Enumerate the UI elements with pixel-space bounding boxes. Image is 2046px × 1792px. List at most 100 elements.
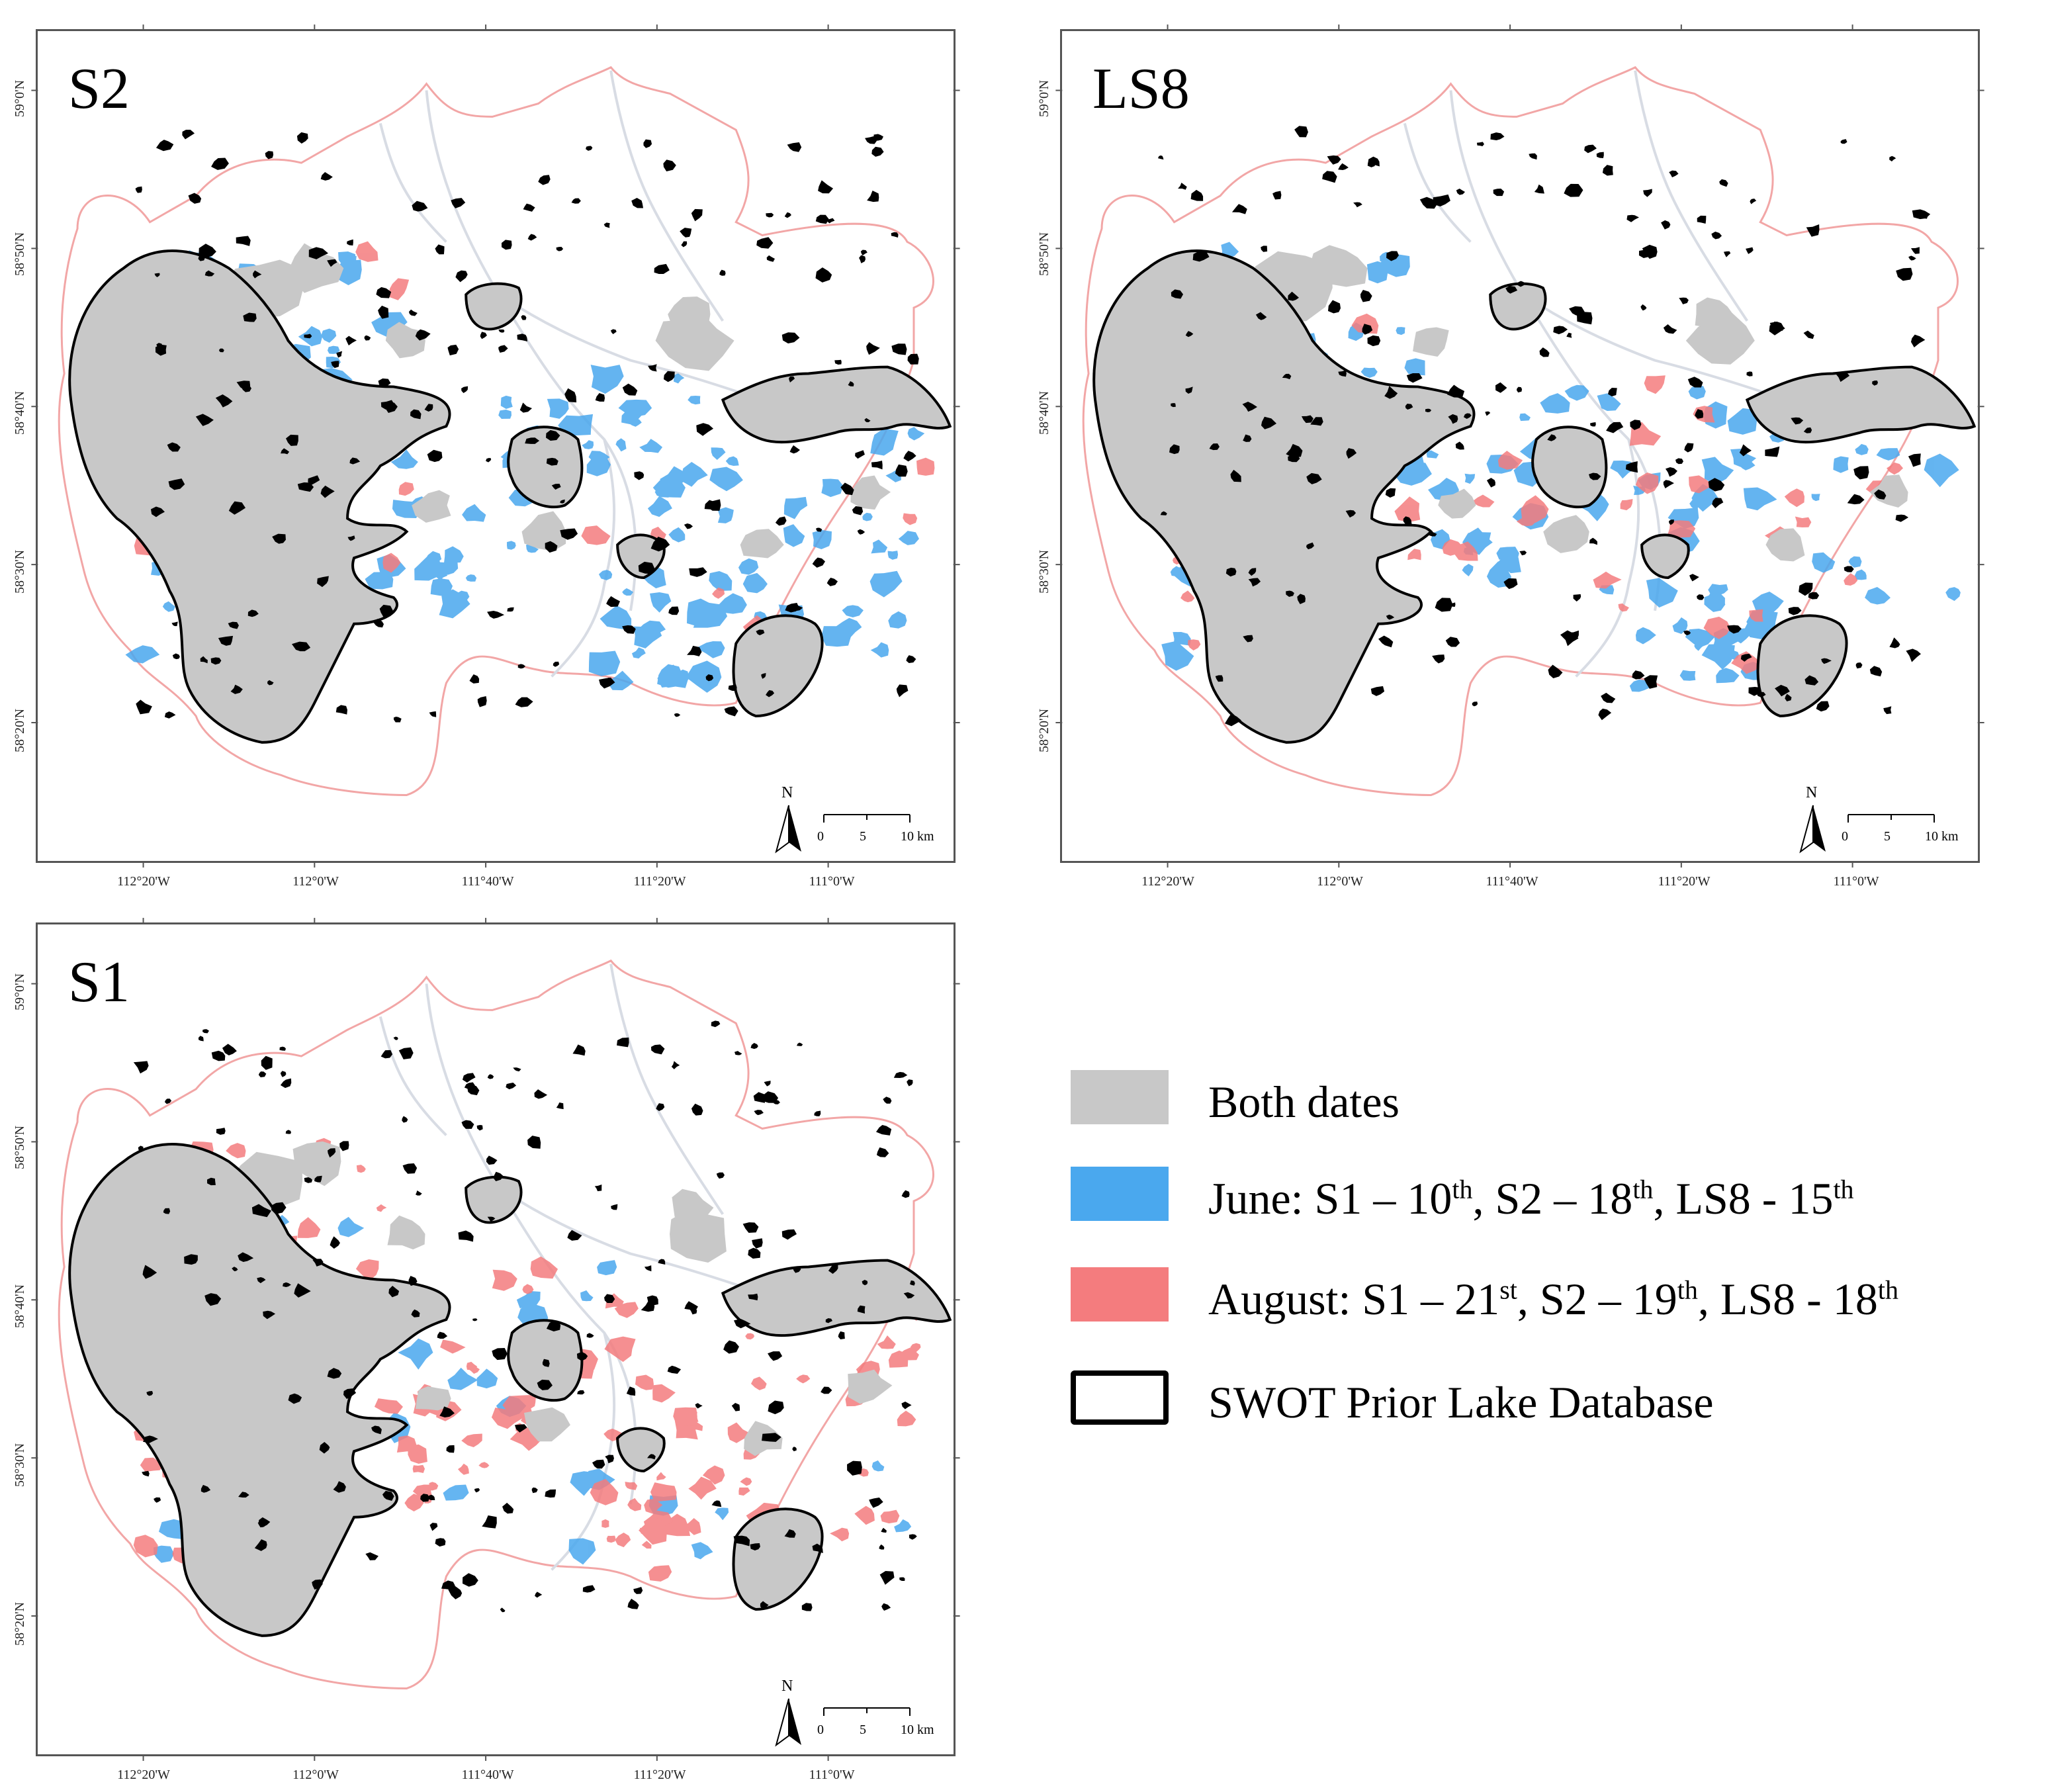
swot-small-lake (1844, 566, 1854, 572)
water-patch (702, 1465, 725, 1485)
water-patch (1497, 451, 1523, 470)
swot-small-lake (821, 1386, 832, 1394)
water-patch (635, 1374, 654, 1390)
swot-small-lake (164, 1098, 172, 1104)
water-patch (430, 578, 453, 596)
swot-small-lake (1711, 232, 1722, 240)
water-patch (1848, 556, 1862, 568)
swot-small-lake (435, 1538, 446, 1547)
swot-small-lake (258, 1517, 271, 1528)
water-patch (1945, 587, 1961, 602)
swot-small-lake (345, 336, 357, 346)
latitude-label: 58°20'N (13, 708, 27, 752)
swot-small-lake (1626, 214, 1640, 222)
swot-small-lake (1644, 675, 1658, 689)
swot-small-lake (136, 699, 152, 715)
swot-small-lake (883, 1097, 892, 1104)
legend-label-august: August: S1 – 21st, S2 – 19th, LS8 - 18th (1208, 1274, 1898, 1324)
swot-small-lake (733, 1535, 750, 1546)
swot-small-lakes (135, 130, 919, 723)
water-patch (1731, 651, 1762, 674)
swot-small-lake (1171, 403, 1176, 408)
swot-small-lake (1456, 189, 1465, 195)
water-patch (688, 1476, 717, 1500)
swot-small-lake (238, 1492, 249, 1498)
both-dates-patch (672, 1188, 714, 1224)
swot-small-lake (542, 1359, 550, 1367)
water-patch (478, 1462, 490, 1468)
legend-label-both: Both dates (1208, 1077, 1400, 1127)
longitude-label: 111°0'W (809, 1768, 855, 1782)
water-patch (888, 611, 907, 629)
both-dates-lake-central (1533, 427, 1607, 508)
water-patch (492, 1269, 517, 1291)
swot-small-lake (211, 157, 229, 170)
swot-small-lake (415, 1190, 422, 1196)
swot-small-lake (415, 329, 431, 341)
map-canvas (1055, 24, 1984, 868)
swot-small-lake (731, 1403, 740, 1411)
swot-small-lake (198, 1036, 204, 1042)
water-patch (652, 474, 686, 498)
swot-small-lake (347, 535, 355, 541)
swot-small-lake (308, 475, 320, 486)
swot-small-lake (1327, 300, 1341, 314)
river (1449, 90, 1662, 611)
water-patch (652, 1384, 676, 1403)
swot-small-lake (754, 1110, 764, 1116)
latitude-label: 58°30'N (13, 1443, 27, 1487)
water-patch (1855, 443, 1869, 455)
panel-title: S2 (68, 57, 130, 121)
water-patch (1360, 367, 1378, 378)
water-patch (588, 451, 610, 467)
swot-small-lake (577, 1390, 585, 1395)
swot-small-lake (280, 1078, 292, 1089)
swot-small-lake (1640, 304, 1647, 311)
water-patch (877, 1335, 896, 1349)
water-patch (1407, 549, 1421, 560)
swot-small-lake (319, 1441, 330, 1454)
water-patch (498, 409, 512, 419)
swot-small-lake (1589, 472, 1601, 480)
swot-small-lake (462, 1573, 478, 1587)
water-patch (1688, 385, 1706, 400)
scalebar: 0 5 10 km (817, 809, 950, 849)
swot-small-lake (1598, 708, 1612, 721)
water-patch (1635, 627, 1656, 645)
swot-small-lake (1429, 531, 1437, 537)
swot-small-lake (852, 506, 864, 515)
swot-small-lake (1712, 498, 1724, 508)
swot-small-lake (789, 376, 795, 382)
swot-small-lake (862, 1280, 868, 1286)
water-patch (1887, 462, 1904, 475)
swot-small-lake (774, 1100, 780, 1104)
scalebar-label: 0 (817, 829, 824, 844)
legend-swatch-swot (1071, 1370, 1169, 1425)
water-patch (711, 447, 726, 460)
swot-small-lake (766, 690, 775, 697)
swot-small-lake (1160, 511, 1167, 515)
water-patch (644, 1498, 663, 1515)
swot-small-lake (1723, 251, 1731, 257)
swot-small-lake (1192, 251, 1210, 262)
swot-small-lake (1539, 347, 1550, 357)
swot-small-lake (240, 384, 251, 392)
water-patch (854, 1505, 875, 1525)
water-patch (516, 1291, 541, 1308)
water-patch (476, 1368, 498, 1389)
swot-small-lake (572, 1044, 586, 1056)
swot-small-lake (304, 334, 312, 339)
legend-label-swot: SWOT Prior Lake Database (1208, 1377, 1714, 1427)
swot-outline (1531, 426, 1608, 509)
swot-outline (616, 1427, 666, 1473)
swot-small-lake (519, 402, 533, 413)
legend-swatch-august (1071, 1267, 1169, 1322)
swot-small-lake (671, 1061, 680, 1069)
swot-small-lake (1493, 189, 1505, 197)
swot-small-lake (1367, 160, 1376, 167)
swot-small-lake (228, 501, 246, 515)
swot-small-lake (339, 1141, 349, 1151)
swot-small-lake (254, 1539, 267, 1551)
swot-small-lake (1847, 494, 1865, 505)
swot-small-lake (1547, 434, 1557, 441)
